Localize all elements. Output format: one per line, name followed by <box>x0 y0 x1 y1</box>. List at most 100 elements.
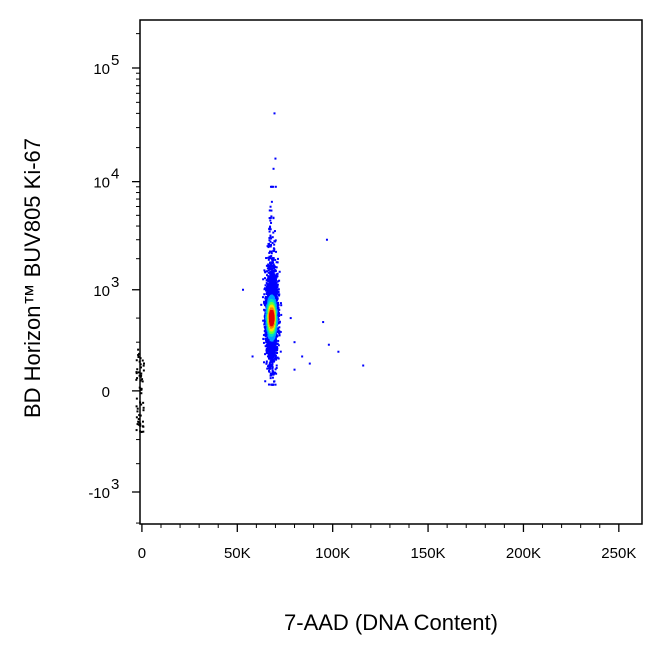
axis-pileup-dot <box>142 369 145 372</box>
outlier-dot <box>301 355 304 358</box>
outlier-dot <box>325 238 328 241</box>
event-dot <box>266 267 269 270</box>
outlier-dot <box>322 321 325 324</box>
axis-pileup-dot <box>142 364 145 367</box>
event-dot <box>263 269 266 272</box>
event-dot <box>270 265 273 268</box>
event-dot <box>269 216 272 219</box>
event-dot <box>274 269 277 272</box>
event-dot <box>279 350 282 353</box>
event-dot <box>277 294 280 297</box>
axis-pileup-dot <box>140 392 143 395</box>
event-dot <box>273 360 276 363</box>
event-dot <box>270 200 273 203</box>
event-dot <box>267 242 270 245</box>
event-dot <box>262 341 265 344</box>
event-dot <box>272 231 275 234</box>
y-tick-label: 10 <box>93 175 110 192</box>
outlier-dot <box>242 288 245 291</box>
event-dot <box>278 270 281 273</box>
event-dot <box>275 351 278 354</box>
axis-pileup-dot <box>135 371 138 374</box>
event-dot <box>276 315 279 318</box>
event-dot <box>277 344 280 347</box>
event-dot <box>262 278 265 281</box>
event-dot <box>279 330 282 333</box>
y-tick-exponent: 3 <box>111 274 119 291</box>
event-dot <box>266 270 269 273</box>
axis-pileup-dot <box>140 403 143 406</box>
event-dot <box>268 369 271 372</box>
axis-pileup-dot <box>142 401 145 404</box>
axis-pileup-dot <box>140 387 143 390</box>
outlier-dot <box>289 317 292 320</box>
event-dot <box>273 230 276 233</box>
event-dot <box>276 261 279 264</box>
event-dot <box>267 269 270 272</box>
event-dot <box>269 257 272 260</box>
axis-pileup-dot <box>135 416 138 419</box>
axis-pileup-dot <box>138 352 141 355</box>
event-dot <box>266 367 269 370</box>
event-dot <box>280 304 283 307</box>
event-dot <box>275 281 278 284</box>
axis-pileup-dot <box>142 362 145 365</box>
event-dot <box>263 287 266 290</box>
event-dot <box>264 271 267 274</box>
event-dot <box>268 280 271 283</box>
event-dot <box>278 326 281 329</box>
event-dot <box>272 272 275 275</box>
event-dot <box>270 263 273 266</box>
axis-pileup-dot <box>140 366 143 369</box>
event-dot <box>272 380 275 383</box>
plot-area-frame <box>139 19 643 525</box>
outlier-dot <box>293 368 296 371</box>
event-dot <box>269 245 272 248</box>
y-axis-title: BD Horizon™ BUV805 Ki-67 <box>20 138 45 418</box>
data-points-layer <box>135 112 365 434</box>
axis-pileup-dot <box>136 410 139 413</box>
event-dot <box>268 363 271 366</box>
event-dot <box>264 316 267 319</box>
event-dot <box>275 282 278 285</box>
axis-pileup-dot <box>141 380 144 383</box>
y-tick-label: 10 <box>93 61 110 78</box>
event-dot <box>261 296 264 299</box>
event-dot <box>275 266 278 269</box>
event-dot <box>276 283 279 286</box>
event-dot <box>270 261 273 264</box>
axis-pileup-dot <box>138 414 141 417</box>
x-tick-label: 0 <box>138 545 146 562</box>
event-dot <box>269 272 272 275</box>
event-dot <box>269 226 272 229</box>
event-dot <box>268 209 271 212</box>
axis-pileup-dot <box>137 356 140 359</box>
event-dot <box>265 313 268 316</box>
event-dot <box>260 303 263 306</box>
event-dot <box>269 377 272 380</box>
event-dot <box>271 236 274 239</box>
outlier-dot <box>251 355 254 358</box>
event-dot <box>271 367 274 370</box>
event-dot <box>273 243 276 246</box>
event-dot <box>265 257 268 260</box>
outlier-dot <box>274 157 277 160</box>
event-dot <box>267 246 270 249</box>
event-dot <box>267 271 270 274</box>
event-dot <box>275 367 278 370</box>
axis-pileup-dot <box>142 409 145 412</box>
event-dot <box>279 302 282 305</box>
event-dot <box>262 319 265 322</box>
event-dot <box>274 383 277 386</box>
event-dot <box>266 317 269 320</box>
event-dot <box>272 249 275 252</box>
event-dot <box>271 260 274 263</box>
event-dot <box>276 349 279 352</box>
event-dot <box>268 228 271 231</box>
event-dot <box>277 291 280 294</box>
axis-pileup-dot <box>139 424 142 427</box>
event-dot <box>268 250 271 253</box>
event-dot <box>269 205 272 208</box>
event-dot <box>264 319 267 322</box>
